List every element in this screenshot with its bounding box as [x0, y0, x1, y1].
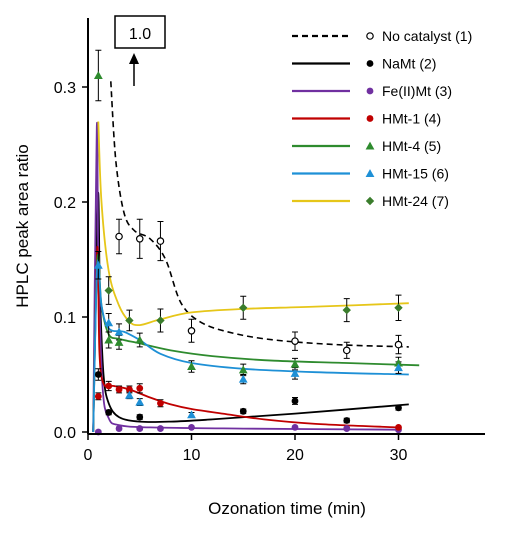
- legend-marker: [366, 32, 374, 40]
- data-point: [125, 316, 134, 325]
- data-point: [394, 340, 403, 349]
- x-axis-ticks: 0 10 20 30: [84, 434, 408, 464]
- x-tick-label: 10: [183, 447, 201, 464]
- y-axis-ticks: 0.0 0.1 0.2 0.3: [54, 80, 88, 442]
- data-markers: [93, 71, 403, 436]
- data-point: [394, 363, 403, 372]
- data-point: [93, 71, 103, 80]
- data-point: [105, 409, 113, 416]
- data-point: [104, 286, 113, 295]
- off-scale-annotation: 1.0: [114, 15, 166, 86]
- legend-marker: [366, 87, 374, 95]
- y-axis-title: HPLC peak area ratio: [13, 144, 32, 307]
- series-curve-7: [97, 121, 409, 327]
- data-point: [187, 326, 196, 335]
- data-point: [238, 374, 248, 383]
- data-point: [93, 260, 103, 269]
- y-tick-label: 0.1: [54, 310, 76, 327]
- legend-entry-label: HMt-15 (6): [382, 166, 449, 182]
- up-arrow-icon: [129, 53, 139, 64]
- data-point: [239, 303, 248, 312]
- data-point: [104, 318, 114, 327]
- data-point: [157, 425, 164, 432]
- series-curve-2: [92, 191, 409, 433]
- data-point: [94, 392, 102, 400]
- data-point: [104, 335, 114, 344]
- legend-entry-label: No catalyst (1): [382, 28, 472, 44]
- data-point: [135, 235, 144, 243]
- data-point: [291, 337, 299, 345]
- data-point: [115, 232, 123, 241]
- data-point: [395, 424, 402, 431]
- data-point: [187, 362, 196, 370]
- legend-entry-label: HMt-4 (5): [382, 138, 441, 154]
- data-point: [136, 425, 144, 432]
- data-point: [125, 390, 134, 399]
- data-point: [135, 335, 145, 344]
- legend-entry-label: HMt-24 (7): [382, 193, 449, 209]
- data-point: [394, 303, 403, 312]
- y-tick-label: 0.3: [54, 80, 76, 97]
- data-point: [94, 371, 102, 378]
- data-point: [291, 397, 299, 405]
- legend-background: [285, 20, 463, 220]
- data-point: [395, 404, 402, 412]
- x-tick-label: 0: [84, 447, 93, 464]
- data-point: [114, 327, 124, 336]
- legend-marker: [366, 115, 374, 122]
- data-point: [136, 413, 144, 421]
- data-point: [115, 425, 123, 432]
- legend-entry-label: HMt-1 (4): [382, 111, 441, 127]
- data-point: [156, 316, 165, 325]
- legend: No catalyst (1) NaMt (2) Fe(II)Mt (3) HMt-1…: [285, 20, 472, 220]
- annotation-box: [114, 15, 166, 49]
- legend-marker: [365, 196, 375, 206]
- legend-marker: [365, 141, 375, 150]
- data-point: [136, 384, 144, 392]
- data-point: [342, 305, 351, 315]
- data-point: [239, 407, 247, 415]
- x-tick-label: 20: [286, 447, 304, 464]
- error-bars: [95, 49, 402, 434]
- annotation-label: 1.0: [129, 26, 151, 43]
- x-tick-label: 30: [390, 447, 408, 464]
- legend-entry-label: NaMt (2): [382, 56, 436, 72]
- series-curve-1: [110, 81, 409, 348]
- y-tick-label: 0.0: [54, 425, 76, 442]
- data-point: [135, 397, 145, 406]
- data-point: [157, 399, 164, 407]
- data-point: [187, 410, 196, 419]
- data-point: [291, 424, 299, 431]
- data-point: [156, 237, 165, 245]
- data-point: [114, 337, 124, 346]
- data-point: [290, 368, 300, 377]
- data-point: [394, 358, 403, 367]
- x-axis-title: Ozonation time (min): [208, 499, 366, 518]
- data-point: [125, 386, 133, 393]
- data-point: [343, 417, 351, 424]
- data-point: [238, 365, 248, 374]
- data-point: [290, 359, 300, 368]
- data-point: [343, 425, 351, 432]
- data-point: [105, 382, 113, 390]
- legend-entry-label: Fe(II)Mt (3): [382, 83, 452, 99]
- series-curve-3: [92, 122, 399, 433]
- data-point: [342, 346, 351, 355]
- legend-marker: [366, 60, 374, 67]
- data-point: [188, 424, 195, 431]
- legend-marker: [365, 169, 375, 178]
- data-point: [115, 386, 123, 393]
- y-tick-label: 0.2: [54, 195, 76, 212]
